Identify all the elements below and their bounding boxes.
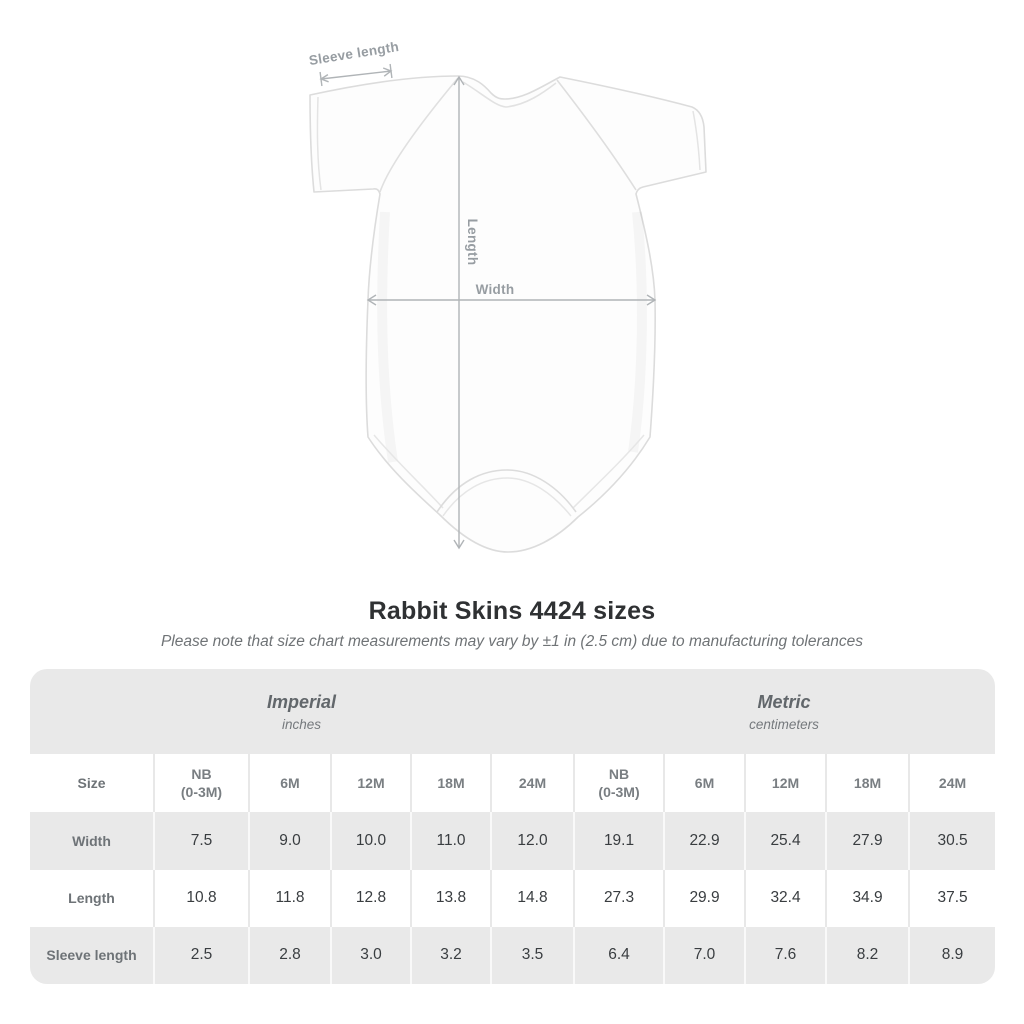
value-cell: 27.3 <box>573 869 664 927</box>
value-cell: 8.2 <box>825 926 909 984</box>
value-cell: 2.8 <box>248 926 330 984</box>
length-arrow <box>453 75 465 550</box>
value-cell: 12.8 <box>330 869 410 927</box>
imperial-size-header: 12M <box>330 754 410 813</box>
size-corner-header: Size <box>30 754 153 813</box>
metric-size-header: 18M <box>825 754 909 813</box>
width-row: Width 7.5 9.0 10.0 11.0 12.0 19.1 22.9 2… <box>30 812 995 870</box>
size-table: Imperial inches Metric centimeters Size … <box>30 669 995 984</box>
value-cell: 13.8 <box>410 869 490 927</box>
value-cell: 6.4 <box>573 926 664 984</box>
row-label: Width <box>30 812 153 870</box>
length-label: Length <box>465 218 480 266</box>
value-cell: 10.0 <box>330 812 410 870</box>
value-cell: 7.6 <box>744 926 826 984</box>
value-cell: 32.4 <box>744 869 826 927</box>
column-header-row: Size NB (0-3M) 6M 12M 18M 24M NB (0-3M) … <box>30 754 995 813</box>
metric-unit: centimeters <box>749 716 819 732</box>
right-lap-fold <box>556 79 637 191</box>
metric-heading: Metric <box>757 691 811 712</box>
value-cell: 27.9 <box>825 812 909 870</box>
bodysuit-illustration <box>309 63 707 553</box>
value-cell: 14.8 <box>490 869 574 927</box>
value-cell: 3.5 <box>490 926 574 984</box>
value-cell: 7.5 <box>153 812 248 870</box>
imperial-size-header: 24M <box>490 754 574 813</box>
value-cell: 9.0 <box>248 812 330 870</box>
size-chart-table: Imperial inches Metric centimeters Size … <box>30 669 995 984</box>
value-cell: 12.0 <box>490 812 574 870</box>
value-cell: 11.0 <box>410 812 490 870</box>
value-cell: 30.5 <box>908 812 995 870</box>
metric-size-header: 12M <box>744 754 826 813</box>
value-cell: 3.2 <box>410 926 490 984</box>
imperial-size-header: 6M <box>248 754 330 813</box>
sleeve-length-arrow <box>319 63 393 87</box>
row-label: Length <box>30 869 153 927</box>
sleeve-length-row: Sleeve length 2.5 2.8 3.0 3.2 3.5 6.4 7.… <box>30 926 995 984</box>
imperial-band-cell: Imperial inches <box>30 669 574 755</box>
left-cuff-hem <box>316 96 322 191</box>
value-cell: 10.8 <box>153 869 248 927</box>
length-row: Length 10.8 11.8 12.8 13.8 14.8 27.3 29.… <box>30 869 995 927</box>
value-cell: 34.9 <box>825 869 909 927</box>
value-cell: 8.9 <box>908 926 995 984</box>
imperial-size-header: 18M <box>410 754 490 813</box>
value-cell: 29.9 <box>663 869 745 927</box>
right-cuff-hem <box>692 110 701 171</box>
value-cell: 7.0 <box>663 926 745 984</box>
page-title: Rabbit Skins 4424 sizes <box>368 597 656 625</box>
width-arrow <box>366 294 657 306</box>
crotch-flap <box>436 469 577 513</box>
left-lap-fold <box>379 77 459 193</box>
value-cell: 25.4 <box>744 812 826 870</box>
unit-band-row: Imperial inches Metric centimeters <box>30 669 995 755</box>
imperial-unit: inches <box>282 716 322 732</box>
value-cell: 22.9 <box>663 812 745 870</box>
product-measurement-diagram: Sleeve length Length Width <box>285 39 725 567</box>
neckline-binding <box>462 81 557 108</box>
metric-size-header: NB (0-3M) <box>573 754 664 813</box>
bodysuit-outline <box>309 75 707 553</box>
right-leg-binding <box>572 434 645 509</box>
width-label: Width <box>475 282 515 297</box>
imperial-heading: Imperial <box>267 691 337 712</box>
metric-size-header: 24M <box>908 754 995 813</box>
value-cell: 11.8 <box>248 869 330 927</box>
imperial-size-header: NB (0-3M) <box>153 754 248 813</box>
metric-band-cell: Metric centimeters <box>573 669 995 755</box>
row-label: Sleeve length <box>30 926 153 984</box>
crotch-flap-binding <box>442 477 572 517</box>
metric-size-header: 6M <box>663 754 745 813</box>
value-cell: 37.5 <box>908 869 995 927</box>
value-cell: 19.1 <box>573 812 664 870</box>
value-cell: 3.0 <box>330 926 410 984</box>
left-leg-binding <box>373 434 444 509</box>
value-cell: 2.5 <box>153 926 248 984</box>
tolerance-note: Please note that size chart measurements… <box>160 633 864 650</box>
